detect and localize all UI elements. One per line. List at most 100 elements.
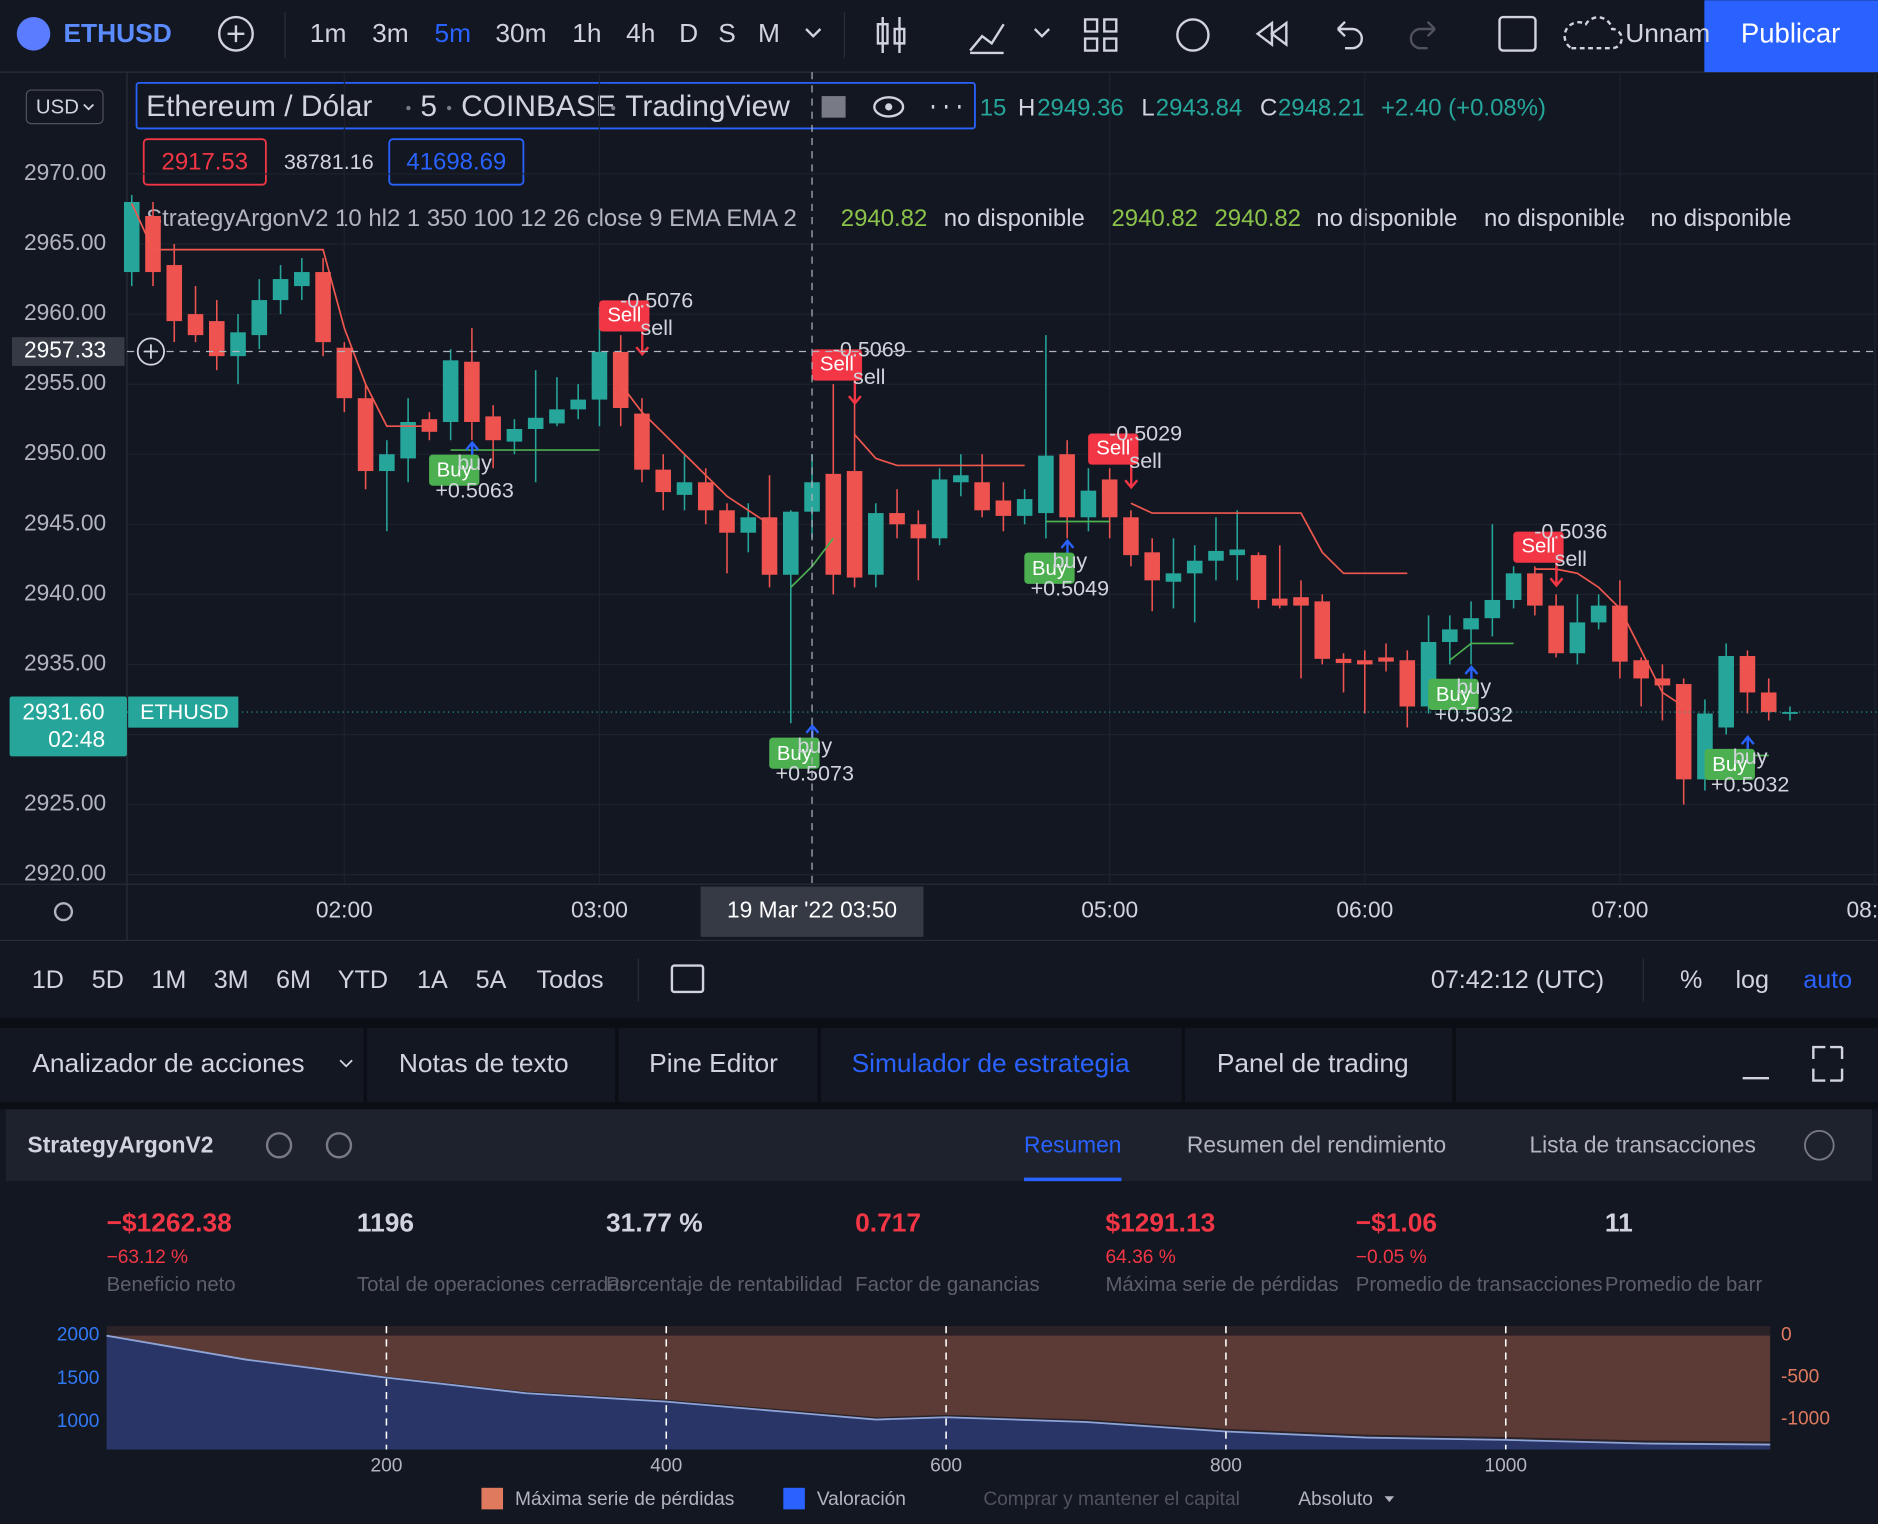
ask-box [388,138,525,186]
range-button[interactable]: 1A [417,966,448,994]
eye-icon[interactable] [873,96,905,118]
signal-label-box [1704,748,1755,781]
y-tick-label: 2000 [57,1325,100,1346]
indicator-icon[interactable] [969,23,1005,55]
candle-body [697,482,714,511]
x-tick-label: 1000 [1484,1455,1527,1476]
range-button[interactable]: 6M [276,966,311,994]
layout-name[interactable]: Unnam [1625,18,1710,48]
panel-tab[interactable]: Analizador de acciones [32,1048,304,1078]
signal-comment: sell [640,315,672,340]
range-button[interactable]: 1M [151,966,186,994]
legend-entry[interactable]: Máxima serie de pérdidas [515,1489,734,1510]
scale-option[interactable]: auto [1803,966,1852,994]
candle-body [400,422,416,459]
candle-body [145,216,161,273]
symbol-tag-box [128,696,239,728]
signal-comment: sell [1555,546,1587,571]
interval-button[interactable]: S [718,18,736,48]
layout-icon[interactable] [1083,18,1118,52]
tab-bar [0,1027,1878,1103]
legend-swatch[interactable] [783,1487,805,1510]
interval-button[interactable]: M [758,18,780,48]
panel-tab[interactable]: Pine Editor [649,1048,778,1078]
alert-icon[interactable] [1176,18,1210,52]
signal-label-box [1024,552,1075,584]
date-range-icon[interactable] [670,964,705,994]
ohlc-value: +2.40 (+0.08%) [1381,95,1546,122]
interval-button[interactable]: 30m [495,18,546,48]
currency-box[interactable] [25,89,104,125]
range-button[interactable]: 5A [476,966,507,994]
panel-tab[interactable]: Simulador de estrategia [852,1048,1130,1078]
candle-body [676,482,693,495]
add-symbol-icon[interactable] [217,15,254,52]
alert-icon[interactable] [325,1132,353,1159]
candle-body [464,361,480,423]
legend-swatch[interactable] [481,1487,504,1510]
summary-tab[interactable]: Resumen [1024,1131,1121,1157]
candle-body [1101,479,1118,518]
legend-entry[interactable]: Valoración [817,1489,906,1510]
candle-body [527,417,544,430]
signal-comment: sell [1129,448,1161,473]
interval-button[interactable]: 3m [372,18,409,48]
legend-entry[interactable]: Comprar y mantener el capital [983,1489,1240,1510]
top-bar [0,0,1878,73]
candle-body [1718,656,1734,728]
dropdown-icon[interactable] [1384,1496,1395,1503]
interval-button[interactable]: D [679,18,698,48]
fullscreen-icon[interactable] [1498,15,1537,52]
signal-label-box [599,300,650,332]
metric-value: 0.717 [855,1207,921,1237]
candle-body [634,413,650,470]
settings-icon[interactable] [53,902,74,922]
signal-label: Buy [1436,684,1472,706]
range-button[interactable]: 3M [214,966,249,994]
interval-button[interactable]: 1h [572,18,601,48]
signal-qty: +0.5032 [1435,702,1514,727]
help-icon[interactable] [1804,1129,1835,1161]
dropdown-icon[interactable] [1033,28,1051,38]
clock: 07:42:12 (UTC) [1431,966,1604,994]
scale-option[interactable]: % [1680,966,1702,994]
interval-button[interactable]: 5m [434,18,471,48]
publish-label[interactable]: Publicar [1741,17,1840,48]
interval-button[interactable]: 4h [626,18,655,48]
scale-option[interactable]: log [1735,966,1769,994]
ohlc-value: C [1260,95,1277,122]
replay-icon[interactable] [1255,20,1288,47]
range-button[interactable]: YTD [338,966,388,994]
settings-icon[interactable] [265,1132,293,1159]
indicator-value: no disponible [1316,205,1457,232]
x-tick-label: 03:00 [571,897,628,923]
flag-icon[interactable] [821,96,846,118]
panel-tab[interactable]: Panel de trading [1217,1048,1409,1078]
candle-body [1569,622,1586,654]
range-button[interactable]: 1D [32,966,64,994]
candle-icon[interactable] [876,17,906,53]
last-price: 2931.60 [22,698,104,724]
dropdown-icon[interactable] [805,28,822,38]
candle-body [655,469,672,493]
range-button[interactable]: 5D [92,966,124,994]
ohlc-value: 2949.36 [1037,95,1124,122]
mode-dropdown[interactable]: Absoluto [1298,1489,1373,1510]
summary-tab[interactable]: Resumen del rendimiento [1187,1131,1446,1157]
separator-dot [406,105,411,111]
interval-button[interactable]: 1m [310,18,347,48]
summary-tab[interactable]: Lista de transacciones [1529,1131,1755,1157]
signal-label: Buy [1712,754,1748,776]
metric-value: 11 [1605,1207,1633,1237]
range-button[interactable]: Todos [537,966,604,994]
symbol[interactable]: ETHUSD [63,18,171,48]
panel-tab[interactable]: Notas de texto [399,1048,569,1078]
candle-body [379,454,395,472]
maximize-icon[interactable] [1812,1045,1844,1082]
undo-icon[interactable] [1336,20,1363,50]
ohlc-value: 15 [980,95,1007,122]
candle-body [272,279,289,301]
signal-qty: -0.5036 [1534,518,1607,543]
publish-button[interactable] [1704,0,1878,73]
currency-selector[interactable]: USD [36,96,79,118]
